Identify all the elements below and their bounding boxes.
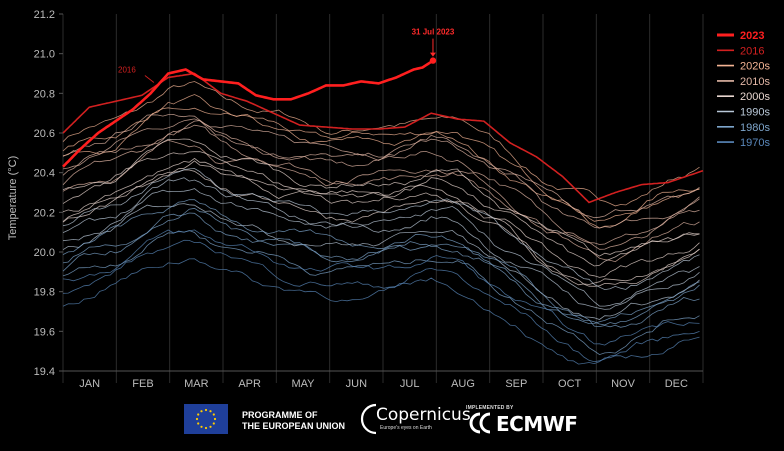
grid-lines [62, 14, 704, 383]
month-label-oct: OCT [558, 378, 582, 390]
annotation-arrowhead [429, 52, 436, 57]
temperature-chart: 19.4 19.6 19.8 20.0 20.2 20.4 20.6 20.8 21.0 21.2… [7, 9, 770, 390]
series-line-1990s [62, 188, 700, 310]
ecmwf-mark-icon [469, 412, 491, 434]
annotation-2016: 2016 [118, 66, 136, 75]
y-axis-label: Temperature (°C) [7, 156, 19, 240]
month-label-mar: MAR [184, 378, 209, 390]
series-line-1970s [62, 229, 700, 346]
ecmwf-implemented-label: IMPLEMENTED BY [466, 405, 514, 411]
annotation-31-jul-2023: 31 Jul 2023 [412, 28, 455, 37]
series-line-2010s [62, 118, 700, 229]
y-tick-label: 21.0 [34, 49, 55, 61]
legend-label-2010s: 2010s [740, 76, 770, 88]
y-tick-label: 20.0 [34, 247, 55, 259]
copernicus-logo-icon [360, 403, 377, 435]
month-label-aug: AUG [451, 378, 475, 390]
eu-flag-icon [184, 404, 228, 434]
month-label-sep: SEP [505, 378, 527, 390]
legend-label-1970s: 1970s [740, 137, 770, 149]
y-tick-label: 19.6 [34, 326, 55, 338]
series-line-1970s [62, 258, 700, 365]
month-label-jan: JAN [79, 378, 100, 390]
series-line-2010s [62, 124, 700, 250]
legend-label-1980s: 1980s [740, 122, 770, 134]
highlight-series [62, 57, 704, 204]
y-tick-label: 19.4 [34, 366, 55, 378]
point-2023-end [429, 57, 437, 64]
series-line-2000s [62, 160, 700, 286]
y-tick-label: 20.8 [34, 88, 55, 100]
month-label-apr: APR [238, 378, 261, 390]
legend-label-2016: 2016 [740, 45, 764, 57]
series-line-2000s [62, 138, 700, 257]
series-line-2023 [62, 59, 434, 168]
series-line-1980s [62, 199, 700, 325]
eu-line-1: PROGRAMME OF [242, 410, 318, 420]
y-tick-label: 21.2 [34, 9, 55, 21]
copernicus-wordmark: Copernicus [376, 405, 471, 425]
series-line-2000s [62, 157, 700, 278]
series-line-1980s [62, 230, 700, 356]
series-line-2020s [62, 94, 700, 222]
legend: 2023 2016 2020s 2010s 2000s 1990s 1980s 1970s [717, 30, 770, 149]
month-label-may: MAY [291, 378, 315, 390]
y-tick-label: 19.8 [34, 287, 55, 299]
series-line-2000s [62, 151, 700, 267]
series-line-2016 [62, 72, 704, 204]
historical-series [62, 81, 700, 365]
y-tick-label: 20.6 [34, 128, 55, 140]
y-tick-label: 20.2 [34, 207, 55, 219]
annotations: 31 Jul 2023 2016 [118, 28, 455, 83]
legend-label-2023: 2023 [740, 30, 764, 42]
x-axis: JAN FEB MAR APR MAY JUN JUL AUG SEP OCT NOV DEC [63, 370, 703, 390]
series-line-2000s [62, 169, 700, 287]
month-label-feb: FEB [132, 378, 153, 390]
month-label-jul: JUL [400, 378, 420, 390]
series-line-1980s [62, 207, 700, 326]
copernicus-tagline: Europe's eyes on Earth [380, 425, 432, 431]
month-label-dec: DEC [665, 378, 688, 390]
series-line-2010s [62, 139, 700, 263]
series-line-2020s [62, 81, 700, 207]
month-label-jun: JUN [346, 378, 367, 390]
month-label-nov: NOV [611, 378, 636, 390]
series-line-2010s [62, 113, 700, 219]
series-line-1990s [62, 203, 700, 320]
ecmwf-wordmark: ECMWF [496, 412, 578, 436]
y-axis: 19.4 19.6 19.8 20.0 20.2 20.4 20.6 20.8 21.0 21.2 [34, 9, 63, 378]
series-line-1980s [62, 212, 700, 328]
annotation-2016-pointer [144, 75, 155, 83]
eu-programme-label: PROGRAMME OF THE EUROPEAN UNION [242, 410, 345, 432]
series-line-1970s [62, 239, 700, 363]
eu-line-2: THE EUROPEAN UNION [242, 421, 346, 431]
y-tick-label: 20.4 [34, 168, 55, 180]
series-line-1990s [62, 168, 700, 291]
series-line-1990s [62, 177, 700, 307]
legend-label-2000s: 2000s [740, 91, 770, 103]
legend-label-1990s: 1990s [740, 107, 770, 119]
footer-logos: PROGRAMME OF THE EUROPEAN UNION Copernic… [0, 395, 784, 451]
legend-label-2020s: 2020s [740, 61, 770, 73]
series-line-2020s [62, 107, 700, 229]
